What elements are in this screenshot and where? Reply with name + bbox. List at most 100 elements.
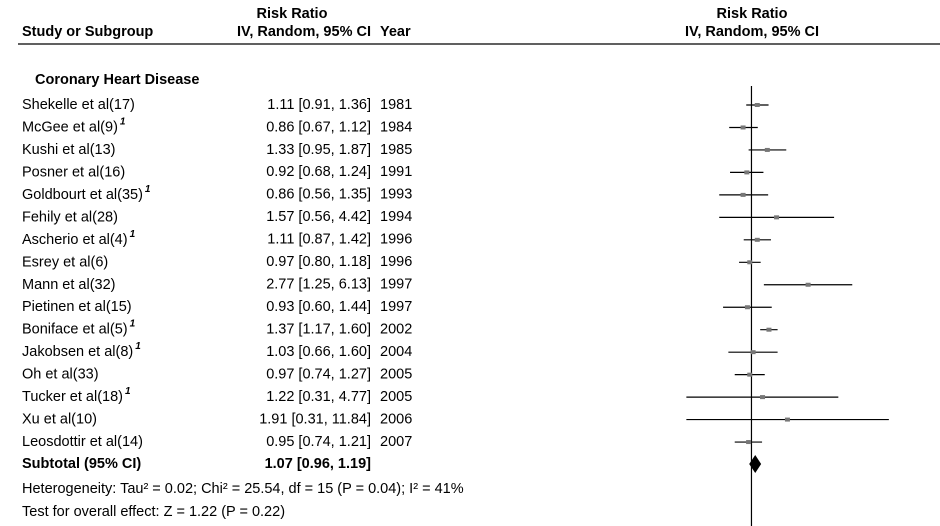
point-estimate [774,215,780,220]
effect-header-top: Risk Ratio [257,6,328,22]
overall-test: Test for overall effect: Z = 1.22 (P = 0… [22,504,285,520]
year: 1984 [380,119,412,135]
effect-label: 1.57 [0.56, 4.42] [266,209,371,225]
study-name-text: Posner et al(16) [22,164,125,180]
footnote: 1 [130,318,136,329]
effect-label: 1.11 [0.87, 1.42] [267,232,371,248]
study-name: Shekelle et al(17) [22,97,135,113]
study-name: Oh et al(33) [22,366,99,382]
study-name-text: Kushi et al(13) [22,142,116,158]
effect-label: 0.97 [0.74, 1.27] [266,366,371,382]
study-name: Jakobsen et al(8) 1 [22,341,141,360]
study-name: Xu et al(10) [22,411,97,427]
study-name-text: Esrey et al(6) [22,254,108,270]
year: 1994 [380,209,412,225]
footnote: 1 [120,116,126,127]
year-header: Year [380,24,411,40]
footnote: 1 [125,386,131,397]
effect-label: 0.97 [0.80, 1.18] [266,254,371,270]
point-estimate [766,327,772,332]
effect-label: 1.91 [0.31, 11.84] [259,411,371,427]
year: 1993 [380,187,412,203]
study-name-text: Mann et al(32) [22,277,116,293]
year: 2002 [380,322,412,338]
effect-label: 0.86 [0.67, 1.12] [266,119,371,135]
footnote: 1 [135,341,141,352]
effect-label: 1.22 [0.31, 4.77] [266,389,371,405]
study-header: Study or Subgroup [22,24,153,40]
effect-label: 0.86 [0.56, 1.35] [266,187,371,203]
effect-label: 0.95 [0.74, 1.21] [266,434,371,450]
study-name: Leosdottir et al(14) [22,434,143,450]
year: 1997 [380,277,412,293]
study-name-text: Oh et al(33) [22,366,99,382]
study-name-text: Xu et al(10) [22,411,97,427]
subgroup-label: Coronary Heart Disease [35,72,199,88]
footnote: 1 [130,228,136,239]
footnote: 1 [145,184,151,195]
study-name: Pietinen et al(15) [22,299,132,315]
year: 2006 [380,411,412,427]
point-estimate [754,237,760,242]
study-name-text: McGee et al(9) [22,119,118,135]
study-name: Goldbourt et al(35) 1 [22,184,151,203]
year: 2005 [380,366,412,382]
effect-label: 1.11 [0.91, 1.36] [267,97,371,113]
point-estimate [764,147,770,152]
year: 2004 [380,344,412,360]
study-name: Posner et al(16) [22,164,125,180]
year: 2007 [380,434,412,450]
year: 1981 [380,97,412,113]
point-estimate [760,395,766,400]
point-estimate [747,372,753,377]
year: 1991 [380,164,412,180]
study-name: Boniface et al(5) 1 [22,318,136,337]
year: 1985 [380,142,412,158]
study-name: Ascherio et al(4) 1 [22,228,136,247]
study-name: Esrey et al(6) [22,254,108,270]
point-estimate [754,103,760,107]
point-estimate [784,417,790,422]
study-name-text: Tucker et al(18) [22,389,123,405]
heterogeneity: Heterogeneity: Tau² = 0.02; Chi² = 25.54… [22,481,464,497]
study-name-text: Shekelle et al(17) [22,97,135,113]
plot-header-top: Risk Ratio [717,6,788,22]
point-estimate [746,440,752,445]
effect-label: 0.93 [0.60, 1.44] [266,299,371,315]
effect-label: 1.03 [0.66, 1.60] [266,344,371,360]
point-estimate [750,350,756,355]
study-name-text: Fehily et al(28) [22,209,118,225]
effect-label: 1.33 [0.95, 1.87] [266,142,371,158]
study-name: Tucker et al(18) 1 [22,386,131,405]
study-name-text: Leosdottir et al(14) [22,434,143,450]
study-name: McGee et al(9) 1 [22,116,126,135]
effect-label: 2.77 [1.25, 6.13] [266,277,371,293]
study-name: Fehily et al(28) [22,209,118,225]
effect-label: 0.92 [0.68, 1.24] [266,164,371,180]
point-estimate [744,170,750,175]
study-name: Mann et al(32) [22,277,116,293]
study-name-text: Ascherio et al(4) [22,232,128,248]
point-estimate [805,282,811,287]
point-estimate [747,260,753,265]
study-name: Kushi et al(13) [22,142,116,158]
year: 1996 [380,232,412,248]
subtotal-value: 1.07 [0.96, 1.19] [265,456,372,472]
subtotal-label: Subtotal (95% CI) [22,456,141,472]
study-name-text: Pietinen et al(15) [22,299,132,315]
year: 1997 [380,299,412,315]
study-name-text: Goldbourt et al(35) [22,187,143,203]
study-name-text: Jakobsen et al(8) [22,344,133,360]
study-name-text: Boniface et al(5) [22,322,128,338]
point-estimate [740,125,746,130]
effect-header: IV, Random, 95% CI [237,24,371,40]
plot-header: IV, Random, 95% CI [685,24,819,40]
year: 1996 [380,254,412,270]
point-estimate [740,192,746,197]
effect-label: 1.37 [1.17, 1.60] [266,322,371,338]
subtotal-diamond [749,455,762,473]
year: 2005 [380,389,412,405]
point-estimate [744,305,750,310]
